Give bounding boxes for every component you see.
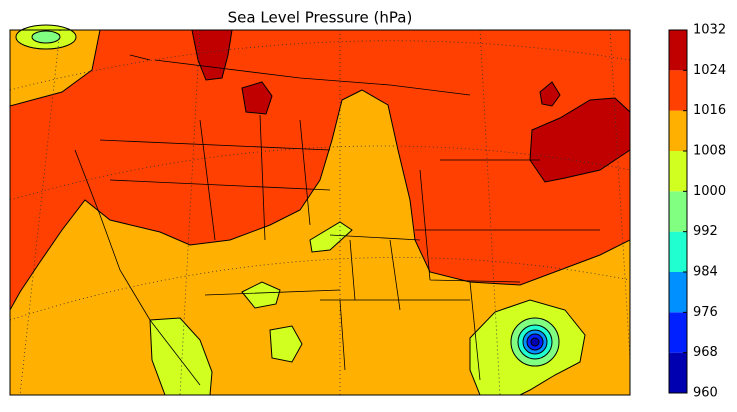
colorbar-tick-label: 968 — [693, 345, 718, 360]
colorbar-tick-label: 1016 — [693, 103, 726, 118]
pressure-region — [530, 337, 540, 347]
pressure-region — [241, 81, 273, 115]
state-borders — [74, 54, 600, 386]
map-title: Sea Level Pressure (hPa) — [228, 9, 413, 27]
colorbar-tick-label: 992 — [693, 224, 718, 239]
colorbar-band — [669, 352, 687, 393]
map-frame — [9, 29, 631, 396]
colorbar-tick-label: 984 — [693, 265, 718, 280]
pressure-region — [539, 81, 561, 107]
colorbar-tick-label: 1032 — [693, 23, 726, 38]
colorbar-band — [669, 231, 687, 272]
colorbar-band — [669, 151, 687, 192]
colorbar-band — [669, 110, 687, 151]
pressure-region — [241, 281, 281, 309]
colorbar-band — [669, 70, 687, 111]
colorbar-band — [669, 272, 687, 313]
colorbar-tick-label: 1008 — [693, 144, 726, 159]
colorbar-frame — [668, 29, 688, 394]
colorbar-band — [669, 191, 687, 232]
colorbar-tick-label: 1000 — [693, 184, 726, 199]
pressure-region — [31, 30, 61, 44]
colorbar-tick-label: 960 — [693, 386, 718, 401]
colorbar-tick-label: 1024 — [693, 63, 726, 78]
colorbar: 960 968 976 984 992 1000 1008 1016 1024 1032 — [668, 23, 726, 401]
colorbar-band — [669, 30, 687, 71]
graticule — [9, 29, 631, 396]
pressure-region — [9, 29, 631, 312]
pressure-region — [269, 325, 303, 363]
colorbar-tick-label: 976 — [693, 305, 718, 320]
map — [9, 24, 631, 396]
colorbar-band — [669, 312, 687, 353]
pressure-region — [149, 317, 213, 396]
pressure-region — [309, 221, 353, 253]
